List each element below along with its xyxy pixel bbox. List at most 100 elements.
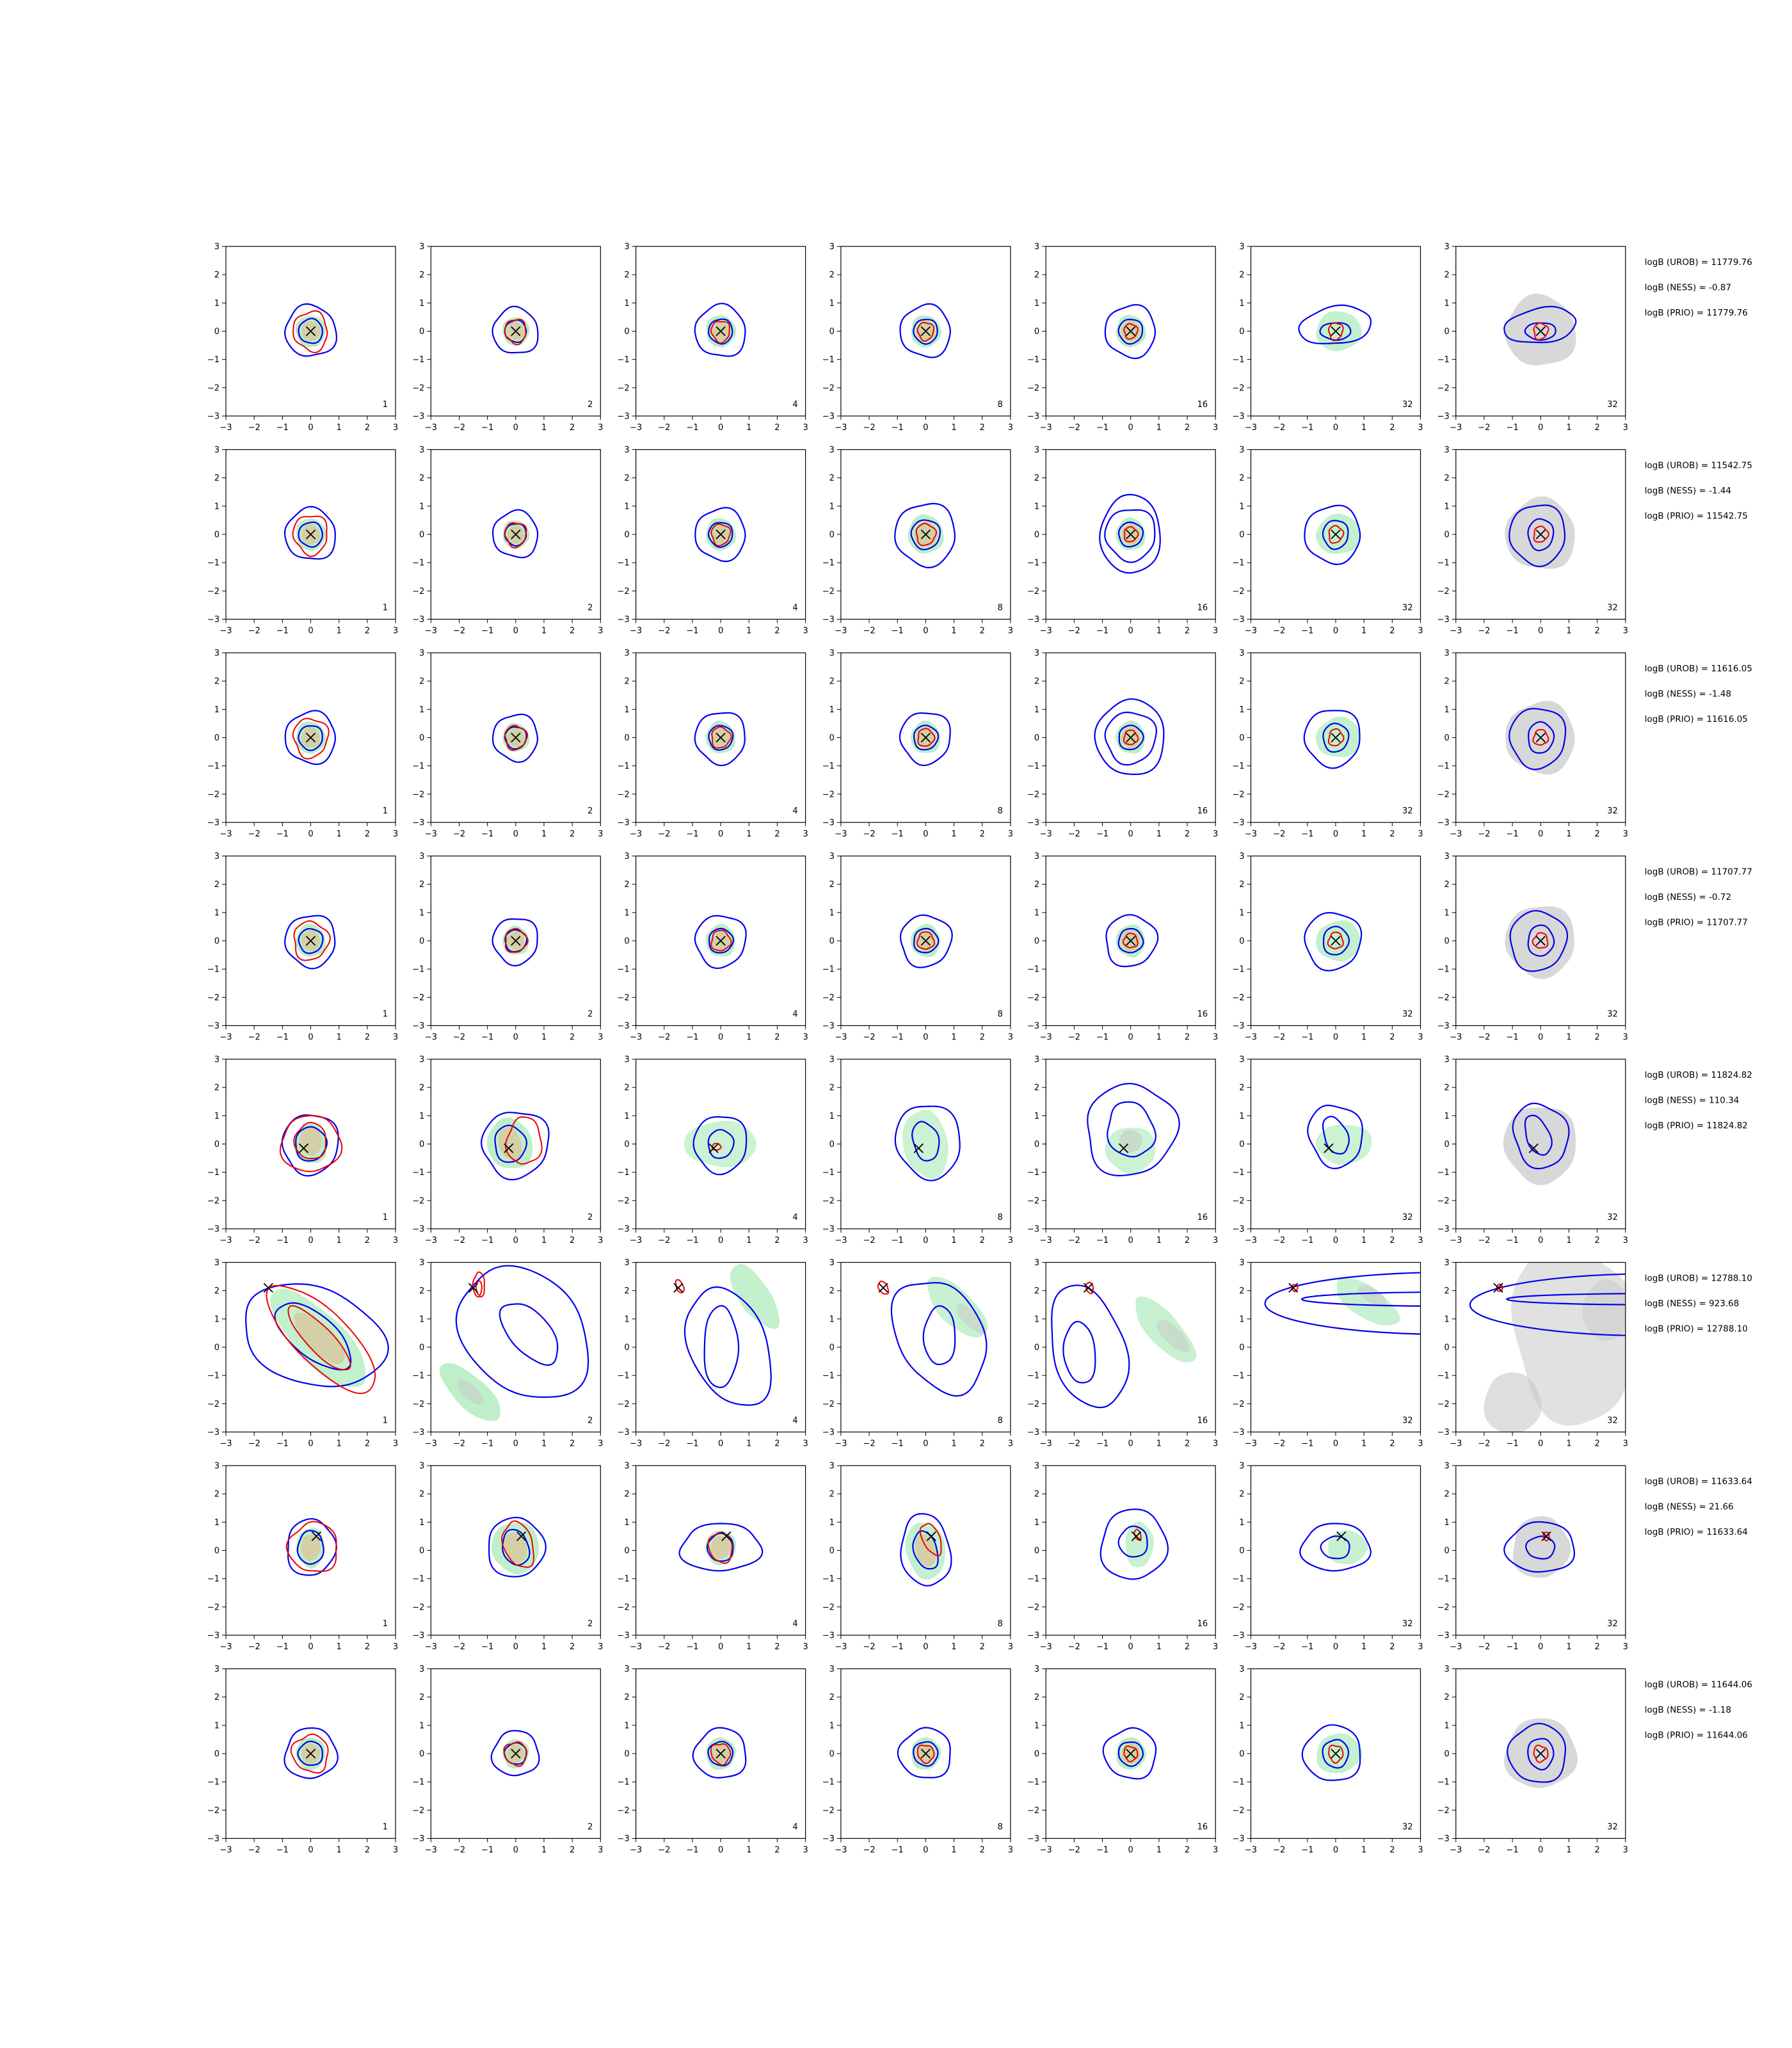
x-tick-label: −3 [1450, 1033, 1462, 1043]
y-tick-label: 1 [624, 502, 629, 511]
x-tick-label: 0 [923, 1846, 928, 1855]
contour-blue-3-7-2 [1528, 721, 1555, 754]
y-tick-label: 3 [214, 1665, 220, 1674]
x-tick-label: −1 [1301, 1439, 1313, 1449]
y-tick-label: 0 [214, 733, 220, 743]
y-tick-label: 2 [1444, 1084, 1450, 1093]
x-tick-label: −1 [481, 1439, 493, 1449]
contour-blue-8-7-2 [1527, 1738, 1555, 1771]
y-tick-label: 3 [829, 1665, 835, 1674]
y-tick-label: 3 [624, 1462, 629, 1471]
y-tick-label: −3 [617, 1428, 629, 1437]
x-tick-label: 2 [1594, 423, 1599, 433]
panel-annotation: 8 [998, 806, 1003, 816]
x-tick-label: 1 [1361, 1846, 1366, 1855]
y-tick-label: 1 [1239, 705, 1244, 715]
y-tick-label: −1 [1027, 355, 1039, 365]
contour-blue-5-4-1 [894, 1105, 961, 1181]
x-tick-label: −1 [1096, 1846, 1108, 1855]
x-tick-label: 1 [1361, 1439, 1366, 1449]
panel-8-5: −3−3 −2 −2 −1 −1 0 0 1 1 2 2 3 3 16 [1027, 1665, 1218, 1855]
x-tick-label: 0 [1538, 1439, 1543, 1449]
x-tick-label: 2 [1185, 627, 1190, 636]
x-tick-label: 1 [541, 829, 547, 839]
x-tick-label: −1 [1301, 1642, 1313, 1652]
y-tick-label: −2 [1437, 1806, 1450, 1816]
truth-marker [1535, 1748, 1546, 1759]
y-tick-label: 2 [1239, 1286, 1244, 1296]
contour-blue-3-5-5 [1094, 698, 1165, 775]
logb-note: logB (NESS) = -0.72 [1645, 892, 1731, 902]
x-tick-label: −1 [481, 423, 493, 433]
x-tick-label: −1 [1301, 1236, 1313, 1245]
panel-contours [488, 1516, 547, 1578]
y-tick-label: 3 [419, 1665, 424, 1674]
y-tick-label: −1 [412, 1372, 424, 1381]
y-tick-label: 1 [829, 705, 835, 715]
x-tick-label: −3 [1450, 1642, 1462, 1652]
x-tick-label: −1 [481, 627, 493, 636]
y-tick-label: −1 [207, 762, 220, 771]
x-tick-label: −1 [686, 627, 698, 636]
x-tick-label: −1 [1096, 829, 1108, 839]
y-tick-label: 0 [624, 1343, 629, 1353]
contour-blue-7-3-2 [678, 1523, 764, 1572]
y-tick-label: 3 [1034, 1462, 1039, 1471]
y-tick-label: 0 [1444, 937, 1450, 947]
x-tick-label: 2 [1389, 1846, 1395, 1855]
y-tick-label: −1 [1437, 1574, 1450, 1584]
y-tick-label: 1 [1239, 502, 1244, 511]
x-tick-label: 2 [1185, 1236, 1190, 1245]
contour-blue-2-7-1 [1508, 504, 1566, 568]
contour-blue-8-2-2 [490, 1730, 540, 1777]
panel-annotation: 4 [792, 1823, 797, 1832]
x-tick-label: −1 [276, 829, 289, 839]
y-tick-label: 3 [829, 1055, 835, 1065]
x-tick-label: 3 [1623, 1439, 1628, 1449]
x-tick-label: −3 [630, 1033, 642, 1043]
panel-contours [900, 1513, 952, 1587]
truth-marker [1535, 732, 1546, 743]
panel-contours [284, 710, 336, 765]
y-tick-label: 0 [829, 327, 835, 337]
x-tick-label: −3 [425, 1846, 437, 1855]
contour-red-8-1-4 [290, 1733, 329, 1774]
y-tick-label: 0 [829, 1343, 835, 1353]
contour-red-6-2-4 [472, 1271, 485, 1298]
y-tick-label: −2 [1027, 1400, 1039, 1409]
x-tick-label: 0 [1333, 1033, 1338, 1043]
panel-8-7: −3−3 −2 −2 −1 −1 0 0 1 1 2 2 3 3 32 [1437, 1665, 1628, 1855]
y-tick-label: −2 [822, 1400, 835, 1409]
x-tick-label: 3 [803, 1846, 808, 1855]
contour-blue-2-3-3 [707, 522, 733, 548]
panel-annotation: 16 [1197, 806, 1208, 816]
x-tick-label: −3 [1040, 829, 1052, 839]
contour-grey-7-7-0 [1512, 1516, 1571, 1578]
y-tick-label: 3 [829, 243, 835, 252]
x-tick-label: −3 [425, 423, 437, 433]
x-tick-label: −1 [481, 1033, 493, 1043]
truth-marker [263, 1283, 273, 1293]
y-tick-label: −2 [822, 1603, 835, 1612]
x-tick-label: 1 [1566, 627, 1571, 636]
y-tick-label: 2 [624, 880, 629, 890]
y-tick-label: 1 [214, 1518, 220, 1528]
y-tick-label: −1 [617, 1778, 629, 1788]
panel-contours [1104, 304, 1156, 360]
y-tick-label: −3 [1027, 819, 1039, 828]
y-tick-label: 1 [829, 502, 835, 511]
x-tick-label: −1 [1096, 627, 1108, 636]
y-tick-label: 1 [1034, 908, 1039, 918]
panel-6-3: −3−3 −2 −2 −1 −1 0 0 1 1 2 2 3 3 4 [617, 1258, 808, 1449]
y-tick-label: 3 [624, 1258, 629, 1268]
x-tick-label: 3 [1623, 1033, 1628, 1043]
contour-red-4-7-3 [1532, 932, 1549, 949]
x-tick-label: 3 [598, 1033, 603, 1043]
x-tick-label: 2 [774, 627, 780, 636]
contour-blue-1-7-2 [1524, 322, 1556, 341]
panel-7-2: −3−3 −2 −2 −1 −1 0 0 1 1 2 2 3 3 2 [412, 1462, 603, 1652]
panel-contours [284, 1727, 339, 1779]
truth-marker [1119, 1143, 1129, 1153]
panel-annotation: 8 [998, 1823, 1003, 1832]
contour-red-1-4-4 [916, 321, 935, 342]
